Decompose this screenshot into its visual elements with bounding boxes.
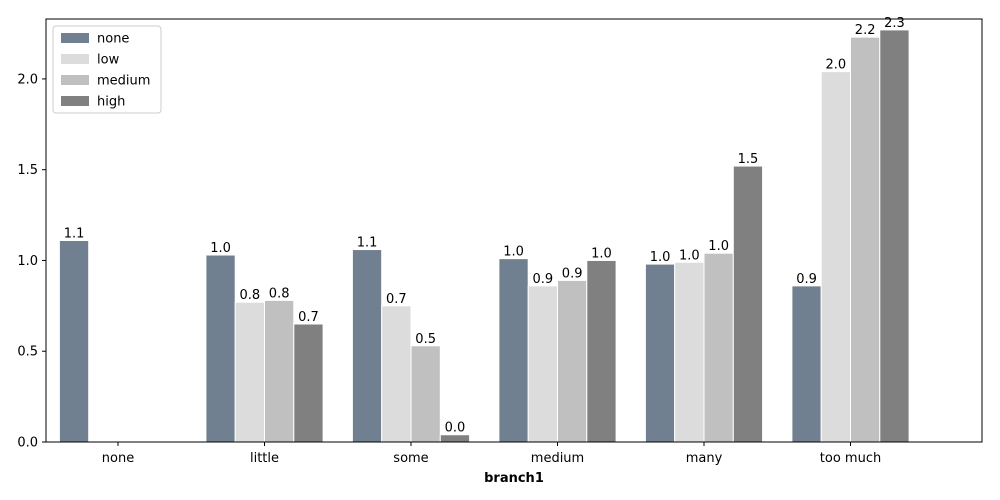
data-label: 1.0 bbox=[591, 246, 612, 261]
x-axis-title: branch1 bbox=[484, 471, 544, 486]
data-label: 2.2 bbox=[855, 23, 876, 38]
plot-frame bbox=[45, 18, 983, 443]
y-tick-label: 1.5 bbox=[17, 163, 38, 178]
x-tick-label: none bbox=[102, 451, 134, 466]
legend-swatch bbox=[61, 33, 89, 43]
data-label: 0.0 bbox=[445, 421, 466, 436]
data-label: 0.7 bbox=[298, 310, 319, 325]
bar-none-many bbox=[644, 263, 676, 443]
legend-box bbox=[52, 25, 162, 114]
legend-swatch bbox=[61, 96, 89, 106]
data-label: 2.3 bbox=[884, 16, 905, 31]
bar-none-none bbox=[58, 239, 90, 443]
legend-label: low bbox=[97, 53, 120, 68]
data-label: 1.1 bbox=[357, 236, 378, 251]
legend-label: high bbox=[97, 95, 125, 110]
x-tick-label: medium bbox=[531, 451, 584, 466]
y-tick-label: 0.5 bbox=[17, 345, 38, 360]
bar-none-little bbox=[205, 254, 236, 443]
bar-high-too-much bbox=[879, 29, 910, 443]
x-tick-label: too much bbox=[820, 451, 881, 466]
legend-swatch bbox=[61, 54, 89, 64]
bar-low-medium bbox=[527, 285, 559, 443]
y-tick-label: 2.0 bbox=[17, 72, 38, 87]
legend-swatch bbox=[61, 75, 89, 85]
bar-none-some bbox=[351, 249, 383, 443]
data-label: 1.0 bbox=[708, 239, 729, 254]
bar-none-medium bbox=[498, 258, 529, 443]
y-tick-label: 0.0 bbox=[17, 436, 38, 451]
bar-high-some bbox=[439, 434, 471, 443]
data-label: 0.5 bbox=[415, 332, 436, 347]
data-label: 0.9 bbox=[796, 272, 817, 287]
y-tick-label: 1.0 bbox=[17, 254, 38, 269]
x-tick-label: some bbox=[393, 451, 428, 466]
bar-low-some bbox=[381, 305, 412, 443]
bar-medium-some bbox=[410, 345, 441, 443]
x-tick-label: little bbox=[250, 451, 279, 466]
bar-medium-little bbox=[264, 299, 295, 443]
bar-low-too-much bbox=[820, 71, 852, 443]
data-label: 1.0 bbox=[650, 250, 671, 265]
data-label: 0.9 bbox=[533, 272, 554, 287]
bar-none-too-much bbox=[791, 285, 822, 443]
bar-high-medium bbox=[586, 259, 617, 443]
data-label: 1.0 bbox=[210, 241, 231, 256]
data-label: 0.7 bbox=[386, 292, 407, 307]
data-label: 1.5 bbox=[738, 152, 759, 167]
axis-ticks-layer: 0.0 0.5 1.0 1.5 2.0 none little some medium many t… bbox=[17, 72, 881, 466]
data-label: 2.0 bbox=[826, 58, 847, 73]
bar-medium-too-much bbox=[850, 36, 881, 443]
legend-label: medium bbox=[97, 74, 150, 89]
legend-label: none bbox=[97, 32, 129, 47]
bars-layer: 1.1 1.0 0.8 0.8 0.7 1.1 0.7 0.5 0.0 1.0 0.9 0.9 1.0 1… bbox=[58, 16, 910, 443]
bar-high-little bbox=[293, 323, 324, 443]
data-label: 0.8 bbox=[240, 288, 261, 303]
data-label: 1.0 bbox=[503, 245, 524, 260]
x-tick-label: many bbox=[686, 451, 723, 466]
data-label: 1.1 bbox=[64, 226, 85, 241]
bar-medium-medium bbox=[557, 279, 588, 443]
data-label: 1.0 bbox=[679, 248, 700, 263]
bar-medium-many bbox=[703, 252, 734, 443]
bar-low-little bbox=[234, 301, 265, 443]
legend: none low medium high bbox=[52, 25, 162, 114]
data-label: 0.9 bbox=[562, 266, 583, 281]
bar-high-many bbox=[732, 165, 764, 443]
data-label: 0.8 bbox=[269, 286, 290, 301]
bar-low-many bbox=[674, 261, 705, 443]
